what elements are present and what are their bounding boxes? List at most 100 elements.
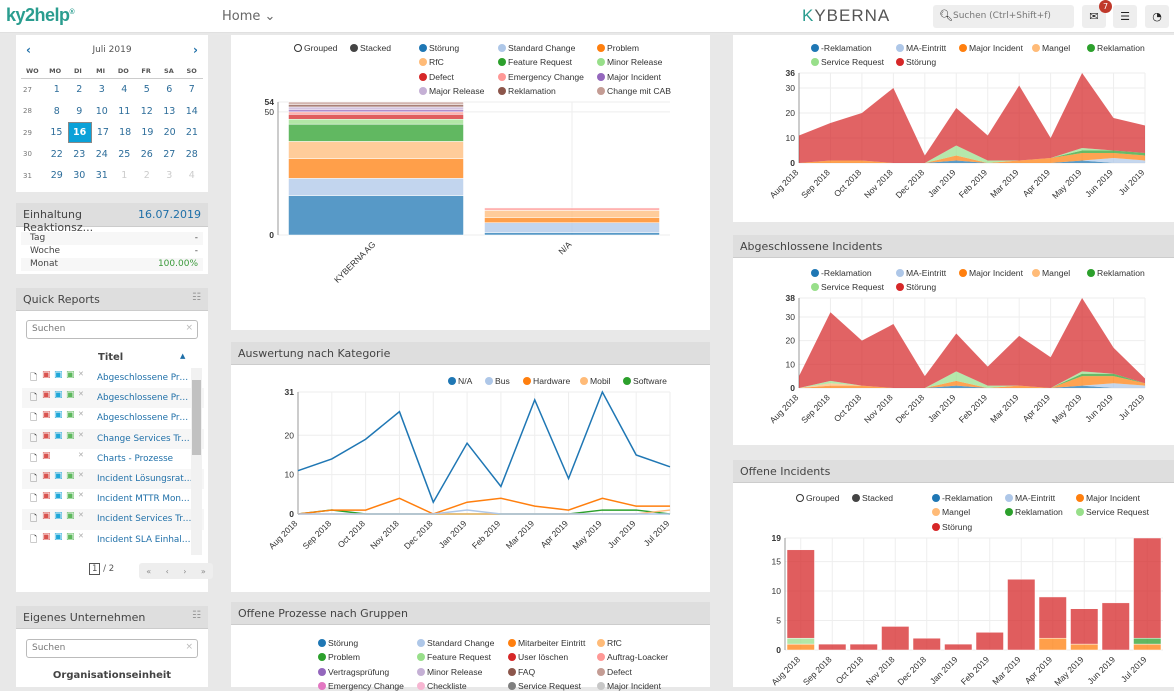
calendar-day[interactable]: 2: [143, 170, 150, 182]
document-icon[interactable]: 🗋: [30, 453, 38, 464]
calendar-day[interactable]: 3: [166, 170, 173, 182]
legend-item[interactable]: Defect: [597, 667, 632, 677]
calendar-day[interactable]: 19: [141, 127, 154, 139]
report-title-link[interactable]: Charts - Prozesse: [97, 453, 174, 464]
prev-page-button[interactable]: ‹: [165, 566, 169, 576]
legend-item[interactable]: Service Request: [508, 681, 581, 691]
legend-item[interactable]: Mangel: [1032, 268, 1070, 278]
document-icon[interactable]: 🗋: [30, 413, 38, 424]
calendar-day[interactable]: 21: [185, 127, 198, 139]
delete-icon[interactable]: ✕: [78, 491, 84, 500]
stacked-toggle[interactable]: Stacked: [350, 43, 391, 53]
report-title-link[interactable]: Abgeschlossene Proz...: [97, 393, 193, 404]
company-search-input[interactable]: Suchen ×: [26, 639, 198, 658]
document-icon[interactable]: 🗋: [30, 534, 38, 545]
legend-item[interactable]: Major Incident: [597, 72, 661, 82]
legend-item[interactable]: Störung: [318, 638, 358, 648]
word-icon[interactable]: ▣: [54, 410, 63, 421]
dashboard-button[interactable]: ◔: [1145, 5, 1169, 28]
document-icon[interactable]: 🗋: [30, 514, 38, 525]
calendar-day[interactable]: 14: [185, 105, 198, 117]
calendar-day[interactable]: 28: [185, 148, 198, 160]
calendar-day[interactable]: 31: [95, 170, 108, 182]
legend-item[interactable]: RfC: [419, 57, 444, 67]
legend-item[interactable]: Reklamation: [1087, 43, 1145, 53]
legend-item[interactable]: Service Request: [811, 57, 884, 67]
report-title-link[interactable]: Change Services Tren...: [97, 433, 193, 444]
calendar-day[interactable]: 9: [76, 105, 83, 117]
legend-item[interactable]: RfC: [597, 638, 622, 648]
column-header-titel[interactable]: Titel: [98, 352, 124, 363]
legend-item[interactable]: Mitarbeiter Eintritt: [508, 638, 585, 648]
quick-reports-search-input[interactable]: Suchen ×: [26, 320, 198, 339]
legend-item[interactable]: Reklamation: [1005, 507, 1063, 517]
document-icon[interactable]: 🗋: [30, 474, 38, 485]
last-page-button[interactable]: »: [200, 566, 206, 576]
legend-item[interactable]: Störung: [932, 522, 972, 532]
word-icon[interactable]: ▣: [54, 471, 63, 482]
word-icon[interactable]: ▣: [54, 390, 63, 401]
delete-icon[interactable]: ✕: [78, 370, 84, 379]
legend-item[interactable]: Feature Request: [498, 57, 572, 67]
next-month-button[interactable]: ›: [193, 43, 198, 57]
calendar-day[interactable]: 30: [73, 170, 86, 182]
pdf-icon[interactable]: ▣: [42, 430, 51, 441]
legend-item[interactable]: Emergency Change: [318, 681, 404, 691]
report-title-link[interactable]: Abgeschlossene Proz...: [97, 413, 193, 424]
calendar-day[interactable]: 18: [119, 127, 132, 139]
legend-item[interactable]: -Reklamation: [811, 268, 872, 278]
excel-icon[interactable]: ▣: [66, 370, 75, 381]
pdf-icon[interactable]: ▣: [42, 390, 51, 401]
delete-icon[interactable]: ✕: [78, 390, 84, 399]
excel-icon[interactable]: ▣: [66, 511, 75, 522]
calendar-day[interactable]: 11: [118, 105, 131, 117]
clear-icon[interactable]: ×: [185, 323, 193, 333]
calendar-day[interactable]: 26: [140, 148, 153, 160]
report-title-link[interactable]: Incident SLA Einhaltu...: [97, 534, 193, 545]
document-icon[interactable]: 🗋: [30, 494, 38, 505]
pdf-icon[interactable]: ▣: [42, 450, 51, 461]
legend-item[interactable]: MA-Eintritt: [1005, 493, 1055, 503]
pdf-icon[interactable]: ▣: [42, 410, 51, 421]
page-input[interactable]: 1: [89, 563, 101, 575]
calendar-day[interactable]: 7: [188, 84, 195, 96]
prev-month-button[interactable]: ‹: [26, 43, 31, 57]
calendar-day[interactable]: 6: [166, 84, 173, 96]
pdf-icon[interactable]: ▣: [42, 531, 51, 542]
pdf-icon[interactable]: ▣: [42, 471, 51, 482]
legend-item[interactable]: Major Incident: [959, 268, 1023, 278]
legend-item[interactable]: User löschen: [508, 652, 568, 662]
legend-item[interactable]: MA-Eintritt: [896, 43, 946, 53]
clear-icon[interactable]: ×: [185, 642, 193, 652]
calendar-day[interactable]: 8: [53, 105, 60, 117]
calendar-day[interactable]: 4: [121, 84, 128, 96]
calendar-day[interactable]: 15: [50, 127, 63, 139]
report-title-link[interactable]: Incident Services Tre...: [97, 514, 193, 525]
legend-item[interactable]: Auftrag-Loacker: [597, 652, 668, 662]
first-page-button[interactable]: «: [146, 566, 152, 576]
legend-item[interactable]: Bus: [485, 376, 510, 386]
calendar-day[interactable]: 3: [98, 84, 105, 96]
legend-item[interactable]: FAQ: [508, 667, 535, 677]
report-title-link[interactable]: Incident MTTR Monat...: [97, 494, 193, 505]
word-icon[interactable]: ▣: [54, 430, 63, 441]
server-button[interactable]: ☰: [1113, 5, 1137, 28]
excel-icon[interactable]: ▣: [66, 531, 75, 542]
legend-item[interactable]: Major Release: [419, 86, 484, 96]
legend-item[interactable]: Standard Change: [498, 43, 575, 53]
legend-item[interactable]: Minor Release: [417, 667, 482, 677]
word-icon[interactable]: ▣: [54, 491, 63, 502]
legend-item[interactable]: Problem: [318, 652, 360, 662]
word-icon[interactable]: ▣: [54, 531, 63, 542]
legend-item[interactable]: -Reklamation: [811, 43, 872, 53]
calendar-day[interactable]: 29: [50, 170, 63, 182]
legend-item[interactable]: MA-Eintritt: [896, 268, 946, 278]
report-title-link[interactable]: Abgeschlossene Proz...: [97, 373, 193, 384]
legend-item[interactable]: -Reklamation: [932, 493, 993, 503]
word-icon[interactable]: ▣: [54, 511, 63, 522]
report-title-link[interactable]: Incident Lösungsrate ...: [97, 474, 193, 485]
delete-icon[interactable]: ✕: [78, 430, 84, 439]
document-icon[interactable]: 🗋: [30, 393, 38, 404]
excel-icon[interactable]: ▣: [66, 491, 75, 502]
scrollbar-thumb[interactable]: [192, 380, 201, 455]
